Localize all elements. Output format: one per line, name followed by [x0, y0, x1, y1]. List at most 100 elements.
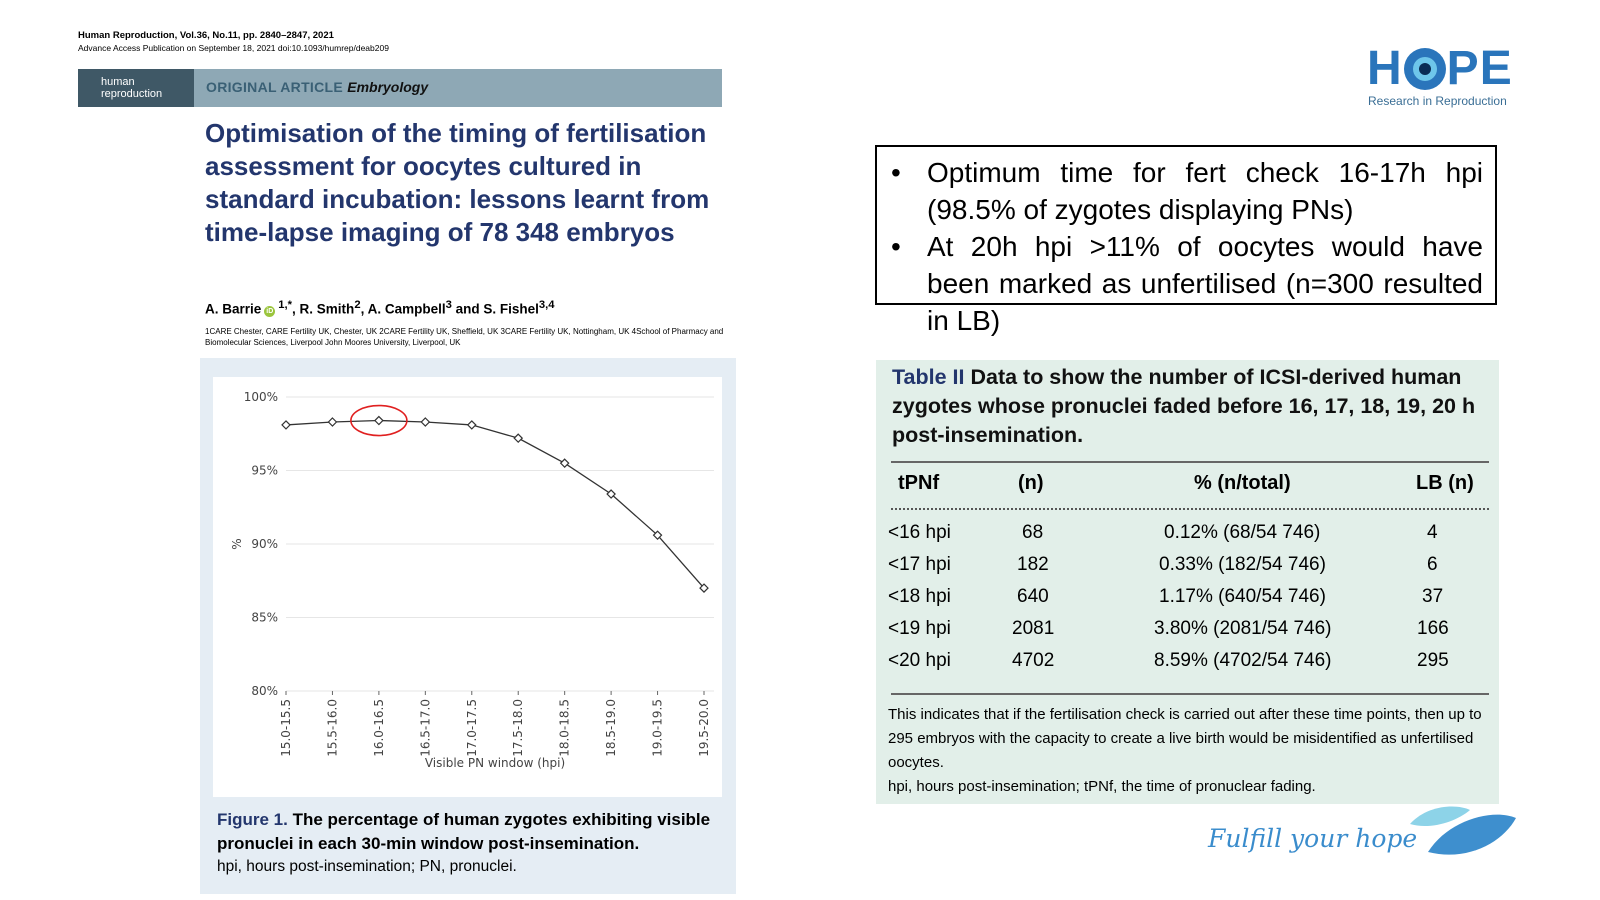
- hope-letters-pe: PE: [1446, 42, 1513, 95]
- data-point: [327, 417, 338, 427]
- paper-title: Optimisation of the timing of fertilisat…: [205, 118, 710, 247]
- x-tick-label: 18.5-19.0: [604, 699, 618, 757]
- table-label: Table II: [892, 365, 965, 389]
- table-panel: Table II Data to show the number of ICSI…: [876, 360, 1499, 804]
- author-affiliation-mark: 2: [354, 299, 361, 311]
- data-point: [466, 420, 477, 430]
- table-cell-percent: 0.33% (182/54 746): [1159, 554, 1326, 575]
- chart-area: 100% 95% 90% 85% 80%% 15.0-15.5 15.5-16.0 16.0-…: [213, 377, 722, 797]
- hope-letter-h: H: [1367, 42, 1403, 95]
- hope-wordmark: H PE: [1367, 42, 1513, 96]
- table-cell-tpnf: <16 hpi: [888, 522, 951, 543]
- data-point: [559, 458, 570, 468]
- eye-icon: [1403, 48, 1446, 90]
- table-cell-tpnf: <18 hpi: [888, 586, 951, 607]
- journal-citation: Human Reproduction, Vol.36, No.11, pp. 2…: [78, 30, 334, 41]
- data-point: [420, 417, 431, 427]
- author-affiliation-mark: 3: [445, 299, 452, 311]
- table-note: This indicates that if the fertilisation…: [888, 703, 1488, 799]
- data-point: [699, 583, 709, 593]
- author-name: A. Barrie: [205, 301, 262, 317]
- table-cell-percent: 3.80% (2081/54 746): [1154, 618, 1332, 639]
- author-affiliation-mark: 3,4: [538, 299, 555, 311]
- journal-logo-line2: reproduction: [101, 88, 163, 100]
- table-cell-lb: 166: [1417, 618, 1449, 639]
- hope-logo: H PE Research in Reproduction: [1367, 42, 1517, 114]
- orcid-icon[interactable]: iD: [264, 305, 276, 317]
- key-finding-item: At 20h hpi >11% of oocytes would have be…: [891, 228, 1483, 339]
- table-cell-percent: 1.17% (640/54 746): [1159, 586, 1326, 607]
- data-point: [374, 415, 384, 426]
- table-cell-lb: 6: [1427, 554, 1438, 575]
- journal-logo: human reproduction: [78, 69, 194, 107]
- table-cell-n: 4702: [1012, 650, 1055, 671]
- article-type-label: ORIGINAL ARTICLE: [206, 79, 344, 95]
- data-point: [281, 420, 291, 430]
- x-tick-label: 19.0-19.5: [651, 699, 665, 757]
- x-tick-label: 17.5-18.0: [511, 699, 525, 757]
- x-tick-label: 18.0-18.5: [558, 699, 572, 757]
- table-title: Table II Data to show the number of ICSI…: [892, 363, 1492, 450]
- paper-affiliations: 1CARE Chester, CARE Fertility UK, Cheste…: [205, 327, 724, 347]
- table-header-rule: [891, 508, 1489, 510]
- table-header-tpnf: tPNf: [898, 472, 940, 494]
- x-tick-label: 16.0-16.5: [372, 699, 386, 757]
- x-tick-label: 19.5-20.0: [697, 699, 711, 757]
- table-cell-n: 2081: [1012, 618, 1055, 639]
- data-point: [513, 433, 524, 444]
- table-cell-lb: 37: [1422, 586, 1444, 607]
- y-tick-label: 80%: [251, 684, 278, 698]
- author-name: , A. Campbell: [360, 301, 446, 317]
- table-cell-n: 182: [1017, 554, 1049, 575]
- table-note-text: This indicates that if the fertilisation…: [888, 706, 1482, 771]
- hope-tagline: Research in Reproduction: [1368, 94, 1507, 108]
- table-cell-lb: 4: [1427, 522, 1438, 543]
- y-tick-label: 100%: [244, 390, 278, 404]
- table-header-n: (n): [1018, 472, 1044, 494]
- y-tick-label: 85%: [251, 611, 278, 625]
- author-name: , R. Smith: [292, 301, 355, 317]
- author-affiliation-mark: 1,*: [278, 299, 293, 311]
- journal-logo-line1: human: [101, 76, 135, 88]
- data-point: [606, 489, 616, 499]
- author-name: and S. Fishel: [451, 301, 539, 317]
- figure-caption-text: The percentage of human zygotes exhibiti…: [217, 810, 711, 853]
- key-finding-item: Optimum time for fert check 16-17h hpi (…: [891, 154, 1483, 228]
- table-top-rule: [891, 461, 1489, 463]
- line-chart: 100% 95% 90% 85% 80%% 15.0-15.5 15.5-16.0 16.0-…: [230, 390, 714, 770]
- table-title-text: Data to show the number of ICSI-derived …: [892, 365, 1476, 447]
- table-bottom-rule: [891, 693, 1489, 695]
- figure-caption: Figure 1. The percentage of human zygote…: [217, 808, 722, 878]
- figure-panel: 100% 95% 90% 85% 80%% 15.0-15.5 15.5-16.0 16.0-…: [200, 358, 736, 894]
- table-cell-percent: 8.59% (4702/54 746): [1154, 650, 1332, 671]
- paper-authors: A. Barrie iD 1,*, R. Smith2, A. Campbell3 …: [205, 299, 555, 317]
- journal-advance-access: Advance Access Publication on September …: [78, 43, 389, 53]
- table-cell-tpnf: <17 hpi: [888, 554, 951, 575]
- figure-note: hpi, hours post-insemination; PN, pronuc…: [217, 858, 517, 875]
- table-header-lb: LB (n): [1416, 472, 1474, 494]
- x-tick-label: 15.5-16.0: [325, 699, 339, 757]
- table-cell-n: 640: [1017, 586, 1049, 607]
- y-tick-label: 90%: [251, 537, 278, 551]
- figure-label: Figure 1.: [217, 810, 288, 829]
- hope-slogan: Fulfill your hope: [1208, 824, 1418, 853]
- highlight-circle: [350, 404, 408, 437]
- article-type: ORIGINAL ARTICLE Embryology: [206, 79, 428, 95]
- table-cell-n: 68: [1022, 522, 1044, 543]
- table-cell-tpnf: <20 hpi: [888, 650, 951, 671]
- x-tick-label: 17.0-17.5: [465, 699, 479, 757]
- y-axis-label: %: [230, 538, 244, 549]
- table-cell-tpnf: <19 hpi: [888, 618, 951, 639]
- table-cell-lb: 295: [1417, 650, 1449, 671]
- table-cell-percent: 0.12% (68/54 746): [1164, 522, 1321, 543]
- x-tick-label: 16.5-17.0: [418, 699, 432, 757]
- article-subject: Embryology: [347, 79, 429, 95]
- x-tick-label: 15.0-15.5: [279, 699, 293, 757]
- key-findings-box: Optimum time for fert check 16-17h hpi (…: [875, 145, 1497, 336]
- table-note-abbreviations: hpi, hours post-insemination; tPNf, the …: [888, 778, 1316, 795]
- series-line: [285, 419, 705, 589]
- leaf-icon: [1410, 806, 1516, 855]
- x-axis-label: Visible PN window (hpi): [425, 756, 565, 770]
- y-tick-label: 95%: [251, 464, 278, 478]
- data-point: [652, 530, 663, 541]
